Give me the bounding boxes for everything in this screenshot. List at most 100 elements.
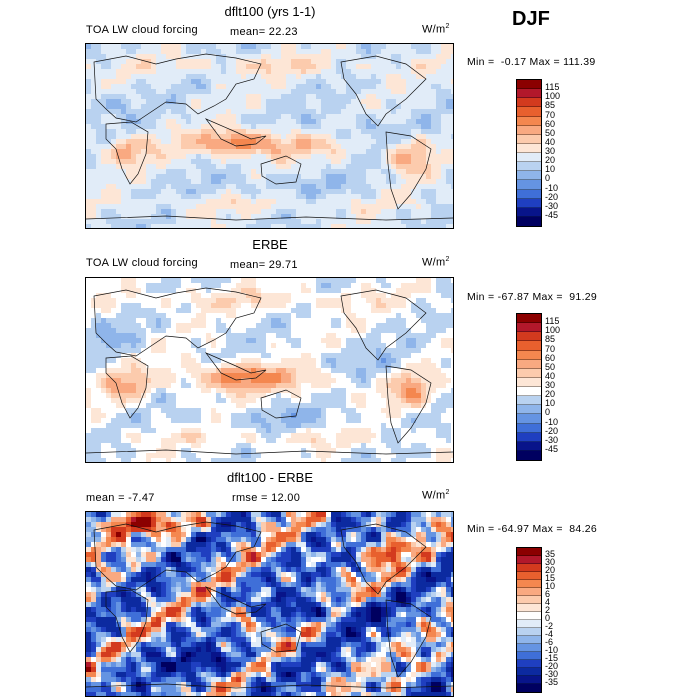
colorbar-tick-label: -30 bbox=[545, 434, 559, 445]
colorbar-swatch bbox=[517, 377, 541, 387]
field-cells bbox=[86, 278, 453, 462]
colorbar-swatch bbox=[517, 341, 541, 351]
colorbar-tick-label: -20 bbox=[545, 661, 559, 671]
coastline bbox=[260, 155, 302, 185]
colorbar-swatch bbox=[517, 588, 541, 596]
colorbar-swatch bbox=[517, 644, 541, 652]
coastline bbox=[204, 352, 267, 381]
colorbar-tick-label: 20 bbox=[545, 565, 556, 575]
colorbar-tick-label: 50 bbox=[545, 361, 556, 372]
panel-2-left-label: TOA LW cloud forcing bbox=[86, 257, 198, 269]
panel-2-unit: W/m2 bbox=[422, 256, 450, 269]
colorbar-swatch bbox=[517, 676, 541, 684]
panel-1-left-label: TOA LW cloud forcing bbox=[86, 24, 198, 36]
colorbar-tick-label: -45 bbox=[545, 443, 559, 454]
panel-3-map bbox=[85, 511, 454, 697]
colorbar-tick-label: 115 bbox=[545, 316, 560, 327]
colorbar-tick-label: 30 bbox=[545, 557, 556, 567]
colorbar-tick-label: -45 bbox=[545, 209, 559, 220]
panel-2-map bbox=[85, 277, 454, 463]
colorbar-swatch bbox=[517, 684, 541, 692]
colorbar-tick-label: -20 bbox=[545, 425, 559, 436]
coastline bbox=[204, 118, 267, 147]
colorbar-tick-label: 115 bbox=[545, 82, 560, 93]
coastline bbox=[105, 589, 149, 653]
colorbar-swatch bbox=[517, 143, 541, 153]
colorbar-swatch bbox=[517, 323, 541, 333]
panel-1-colorbar-ticks: 115 100 85 70 60 50 40 30 20 10 0 -10 -20 -30 -45 bbox=[545, 79, 585, 225]
colorbar-swatch bbox=[517, 153, 541, 163]
colorbar-tick-label: 10 bbox=[545, 581, 556, 591]
colorbar-tick-label: 100 bbox=[545, 91, 561, 102]
colorbar-swatch bbox=[517, 628, 541, 636]
colorbar-tick-label: 4 bbox=[545, 597, 551, 607]
colorbar-tick-label: -6 bbox=[545, 637, 554, 647]
colorbar-swatch bbox=[517, 207, 541, 217]
colorbar-tick-label: 10 bbox=[545, 164, 556, 175]
panel-1-field bbox=[86, 44, 453, 228]
coastline bbox=[86, 215, 453, 221]
colorbar-swatch bbox=[517, 368, 541, 378]
colorbar-swatch bbox=[517, 660, 541, 668]
coastline bbox=[105, 121, 149, 185]
colorbar-tick-label: 30 bbox=[545, 380, 556, 390]
colorbar-tick-label: 100 bbox=[545, 325, 561, 336]
colorbar-swatch bbox=[517, 116, 541, 126]
colorbar-tick-label: 35 bbox=[545, 549, 556, 559]
field-cells bbox=[86, 512, 453, 696]
colorbar-tick-label: 20 bbox=[545, 389, 556, 400]
colorbar-tick-label: 85 bbox=[545, 100, 556, 111]
colorbar-tick-label: 70 bbox=[545, 343, 556, 354]
panel-2-colorbar-ticks: 115 100 85 70 60 50 40 30 20 10 0 -10 -20 -30 -45 bbox=[545, 313, 585, 459]
coastline bbox=[86, 683, 453, 689]
colorbar-tick-label: 0 bbox=[545, 173, 551, 184]
coastline bbox=[340, 289, 427, 361]
colorbar-tick-label: 6 bbox=[545, 589, 551, 599]
panel-3-colorbar-ticks: 35 30 20 15 10 6 4 2 0 -2 -4 -6 -10 -15 -20 -30 -35 bbox=[545, 547, 585, 691]
colorbar-tick-label: 50 bbox=[545, 127, 556, 138]
colorbar-tick-label: -10 bbox=[545, 645, 559, 655]
colorbar-swatch bbox=[517, 350, 541, 360]
colorbar-tick-label: 0 bbox=[545, 613, 551, 623]
colorbar-swatch bbox=[517, 171, 541, 181]
panel-2-title: ERBE bbox=[252, 237, 288, 252]
colorbar-swatch bbox=[517, 125, 541, 135]
colorbar-swatch bbox=[517, 548, 541, 556]
colorbar-swatch bbox=[517, 332, 541, 342]
colorbar-swatch bbox=[517, 668, 541, 676]
season-label: DJF bbox=[512, 8, 550, 30]
colorbar-swatch bbox=[517, 580, 541, 588]
colorbar-tick-label: 2 bbox=[545, 605, 551, 615]
colorbar-tick-label: -20 bbox=[545, 191, 559, 202]
panel-1-mean-label: mean= 22.23 bbox=[230, 26, 298, 38]
coastline bbox=[105, 355, 149, 419]
coastline bbox=[204, 586, 267, 615]
coastline bbox=[385, 599, 432, 678]
coastline bbox=[260, 389, 302, 419]
colorbar-swatch bbox=[517, 405, 541, 415]
colorbar-tick-label: 70 bbox=[545, 109, 556, 120]
colorbar-swatch bbox=[517, 107, 541, 117]
panel-3-colorbar bbox=[516, 547, 542, 693]
colorbar-tick-label: -2 bbox=[545, 621, 554, 631]
coastline bbox=[86, 449, 453, 455]
colorbar-swatch bbox=[517, 359, 541, 369]
colorbar-swatch bbox=[517, 564, 541, 572]
colorbar-tick-label: 15 bbox=[545, 573, 556, 583]
coastline bbox=[385, 131, 432, 210]
colorbar-swatch bbox=[517, 572, 541, 580]
panel-1-colorbar bbox=[516, 79, 542, 227]
panel-3-rmse-label: rmse = 12.00 bbox=[232, 492, 301, 504]
colorbar-swatch bbox=[517, 134, 541, 144]
coastline bbox=[340, 55, 427, 127]
coastline bbox=[340, 523, 427, 595]
colorbar-tick-label: -4 bbox=[545, 629, 554, 639]
colorbar-swatch bbox=[517, 423, 541, 433]
colorbar-tick-label: 0 bbox=[545, 407, 551, 418]
colorbar-swatch bbox=[517, 216, 541, 226]
panel-3-field bbox=[86, 512, 453, 696]
coastline bbox=[93, 287, 262, 357]
colorbar-swatch bbox=[517, 89, 541, 99]
coastline bbox=[93, 53, 262, 123]
colorbar-swatch bbox=[517, 80, 541, 90]
